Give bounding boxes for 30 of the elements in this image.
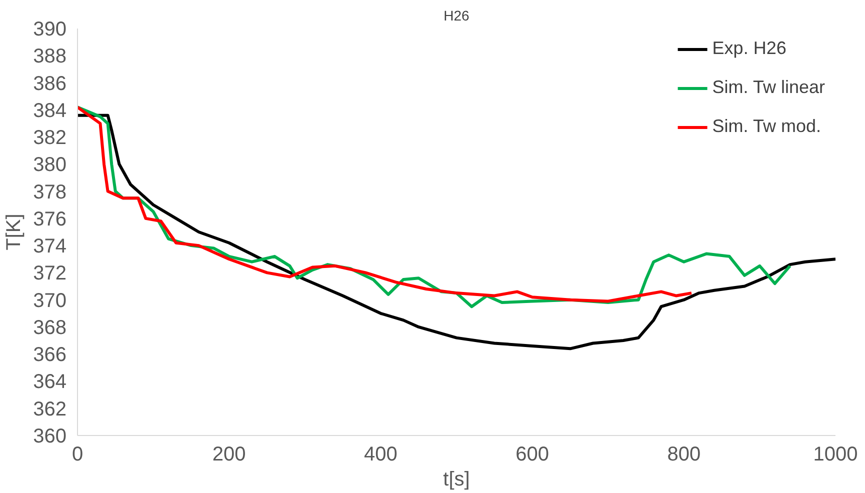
x-tick-label: 200 [212, 444, 246, 466]
y-tick-label: 390 [33, 18, 67, 40]
y-tick-label: 370 [33, 290, 67, 312]
y-tick-label: 380 [33, 154, 67, 176]
chart-title: H26 [444, 8, 470, 24]
y-tick-label: 360 [33, 426, 67, 448]
y-tick-label: 382 [33, 127, 67, 150]
legend-label: Sim. Tw mod. [712, 116, 821, 137]
x-tick-label: 800 [667, 444, 701, 466]
x-axis-title: t[s] [443, 468, 470, 490]
x-tick-label: 400 [364, 444, 398, 466]
y-tick-label: 362 [33, 398, 67, 420]
legend-label: Sim. Tw linear [712, 77, 825, 98]
y-tick-label: 376 [33, 208, 67, 230]
y-tick-label: 366 [33, 344, 67, 366]
y-axis-title: T[K] [3, 214, 26, 250]
y-tick-label: 364 [33, 371, 67, 394]
y-tick-label: 384 [33, 100, 67, 122]
y-tick-label: 372 [33, 262, 67, 285]
x-tick-label: 600 [516, 444, 549, 466]
y-tick-label: 368 [33, 316, 67, 339]
y-tick-label: 374 [33, 236, 67, 258]
y-tick-label: 388 [33, 46, 67, 68]
x-tick-label: 1000 [813, 444, 858, 466]
x-tick-label: 0 [72, 444, 84, 466]
legend-label: Exp. H26 [712, 38, 786, 59]
y-tick-label: 386 [33, 72, 67, 95]
line-series [78, 106, 693, 303]
line-series [78, 114, 836, 350]
y-tick-label: 378 [33, 181, 67, 204]
